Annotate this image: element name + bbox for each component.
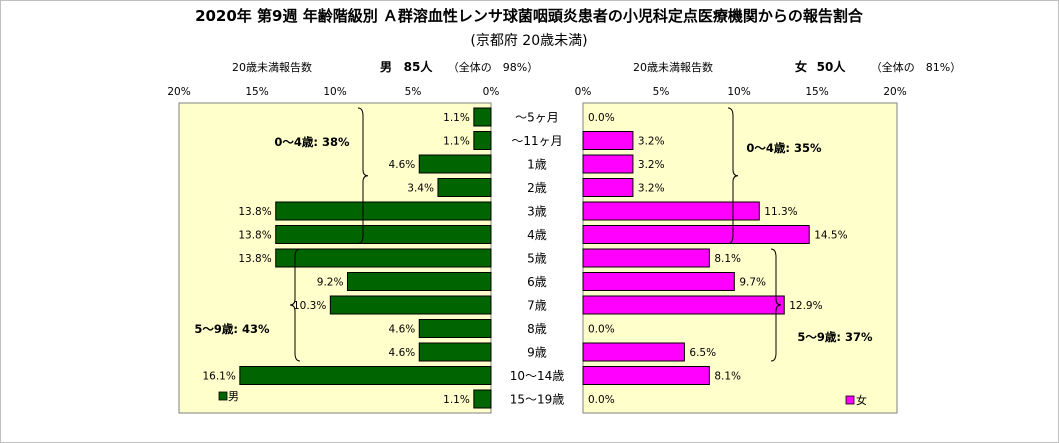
female-tick-label: 10% — [727, 86, 750, 98]
male-bar — [329, 295, 492, 315]
female-data-label: 8.1% — [714, 371, 741, 383]
female-annotation-0-4: 0～4歳: 35% — [746, 141, 822, 155]
female-header-count: 50人 — [817, 59, 847, 74]
male-bar — [275, 225, 492, 244]
category-label: 8歳 — [527, 322, 547, 336]
female-bar — [582, 248, 710, 268]
female-tick-label: 5% — [653, 86, 670, 98]
category-label: ～11ヶ月 — [511, 134, 562, 148]
male-axis-caption: 20歳未満報告数 — [232, 61, 312, 74]
female-data-label: 14.5% — [814, 230, 847, 242]
male-legend-swatch — [218, 391, 228, 401]
category-label: 1歳 — [527, 158, 547, 172]
male-data-label: 13.8% — [238, 230, 271, 242]
male-data-label: 16.1% — [202, 371, 235, 383]
female-bar — [582, 154, 634, 174]
female-bar — [582, 225, 810, 244]
male-bar — [437, 178, 492, 197]
male-data-label: 1.1% — [443, 394, 470, 406]
chart-title: 2020年 第9週 年齢階級別 Ａ群溶血性レンサ球菌咽頭炎患者の小児科定点医療機… — [195, 7, 864, 25]
category-label: 15～19歳 — [510, 393, 565, 407]
female-bracket-5-9 — [770, 248, 782, 362]
male-data-label: 9.2% — [317, 277, 344, 289]
male-tick-label: 0% — [483, 86, 500, 98]
male-header-sex: 男 — [380, 60, 392, 74]
male-tick-label: 20% — [167, 86, 190, 98]
female-bar — [582, 131, 634, 150]
male-data-label: 13.8% — [238, 206, 271, 218]
male-data-label: 4.6% — [389, 324, 416, 336]
male-data-label: 1.1% — [443, 112, 470, 124]
male-data-label: 13.8% — [238, 253, 271, 265]
male-bar — [275, 201, 492, 221]
male-bar — [346, 272, 492, 291]
male-bar — [473, 389, 492, 409]
male-bar — [418, 319, 492, 338]
female-data-label: 3.2% — [638, 159, 665, 171]
female-data-label: 0.0% — [588, 324, 615, 336]
male-annotation-5-9: 5～9歳: 43% — [194, 322, 270, 336]
category-label: 7歳 — [527, 299, 547, 313]
female-legend-swatch — [845, 395, 855, 405]
female-data-label: 0.0% — [588, 112, 615, 124]
male-header-note: （全体の 98%） — [448, 60, 538, 74]
category-label: 4歳 — [527, 228, 547, 242]
female-data-label: 12.9% — [789, 300, 822, 312]
male-bar — [275, 248, 492, 268]
male-bracket-5-9 — [289, 248, 301, 362]
male-annotation-0-4: 0～4歳: 38% — [274, 135, 350, 149]
category-label: ～5ヶ月 — [515, 111, 559, 125]
male-bar — [418, 342, 492, 362]
female-data-label: 8.1% — [714, 253, 741, 265]
female-bar — [582, 295, 785, 315]
female-legend-label: 女 — [856, 393, 867, 407]
male-bar — [239, 366, 492, 385]
female-annotation-5-9: 5～9歳: 37% — [797, 330, 873, 344]
female-header-sex: 女 — [795, 59, 807, 74]
female-data-label: 6.5% — [689, 347, 716, 359]
female-data-label: 9.7% — [739, 277, 766, 289]
female-axis-caption: 20歳未満報告数 — [633, 61, 713, 74]
female-bar — [582, 366, 710, 385]
category-label: 6歳 — [527, 275, 547, 289]
female-bar — [582, 201, 760, 221]
male-tick-label: 5% — [405, 86, 422, 98]
male-legend-label: 男 — [228, 390, 239, 403]
female-tick-label: 0% — [575, 86, 592, 98]
male-bar — [473, 107, 492, 127]
male-data-label: 4.6% — [389, 347, 416, 359]
female-header-note: （全体の 81%） — [871, 60, 961, 74]
category-label: 9歳 — [527, 346, 547, 360]
male-data-label: 3.4% — [407, 183, 434, 195]
female-bar — [582, 342, 685, 362]
female-data-label: 11.3% — [764, 206, 797, 218]
category-label: 10～14歳 — [510, 369, 565, 383]
female-bar — [582, 178, 634, 197]
female-data-label: 0.0% — [588, 394, 615, 406]
male-tick-label: 10% — [323, 86, 346, 98]
female-data-label: 3.2% — [638, 183, 665, 195]
female-bracket-0-4 — [727, 107, 739, 244]
female-data-label: 3.2% — [638, 136, 665, 148]
male-data-label: 10.3% — [293, 300, 326, 312]
category-label: 3歳 — [527, 205, 547, 219]
category-label: 5歳 — [527, 252, 547, 266]
category-label: 2歳 — [527, 181, 547, 195]
male-tick-label: 15% — [245, 86, 268, 98]
male-bar — [418, 154, 492, 174]
chart-subtitle: (京都府 20歳未満) — [470, 33, 587, 49]
female-bar — [582, 272, 735, 291]
male-data-label: 4.6% — [389, 159, 416, 171]
female-tick-label: 20% — [883, 86, 906, 98]
male-header-count: 85人 — [404, 59, 434, 74]
female-tick-label: 15% — [805, 86, 828, 98]
male-bracket-0-4 — [357, 107, 369, 244]
male-bar — [473, 131, 492, 150]
male-data-label: 1.1% — [443, 136, 470, 148]
